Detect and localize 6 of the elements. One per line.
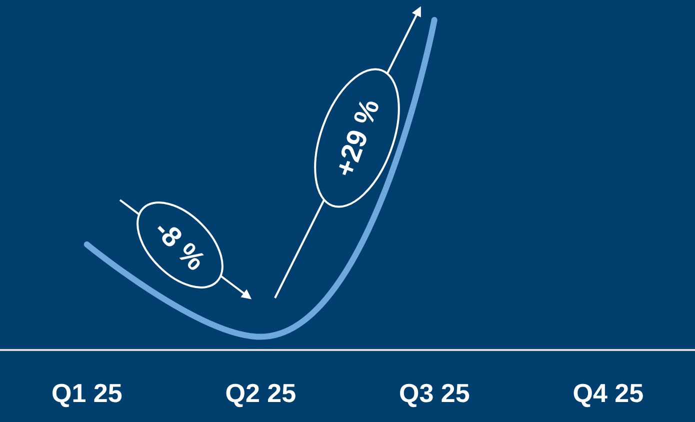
- x-tick-label: Q3 25: [398, 378, 470, 408]
- annotation: -8 %: [148, 214, 212, 276]
- annotation: +29 %: [328, 94, 386, 181]
- x-tick-label: Q4 25: [572, 378, 644, 408]
- x-tick-label: Q2 25: [225, 378, 296, 408]
- x-tick-label: Q1 25: [51, 378, 122, 408]
